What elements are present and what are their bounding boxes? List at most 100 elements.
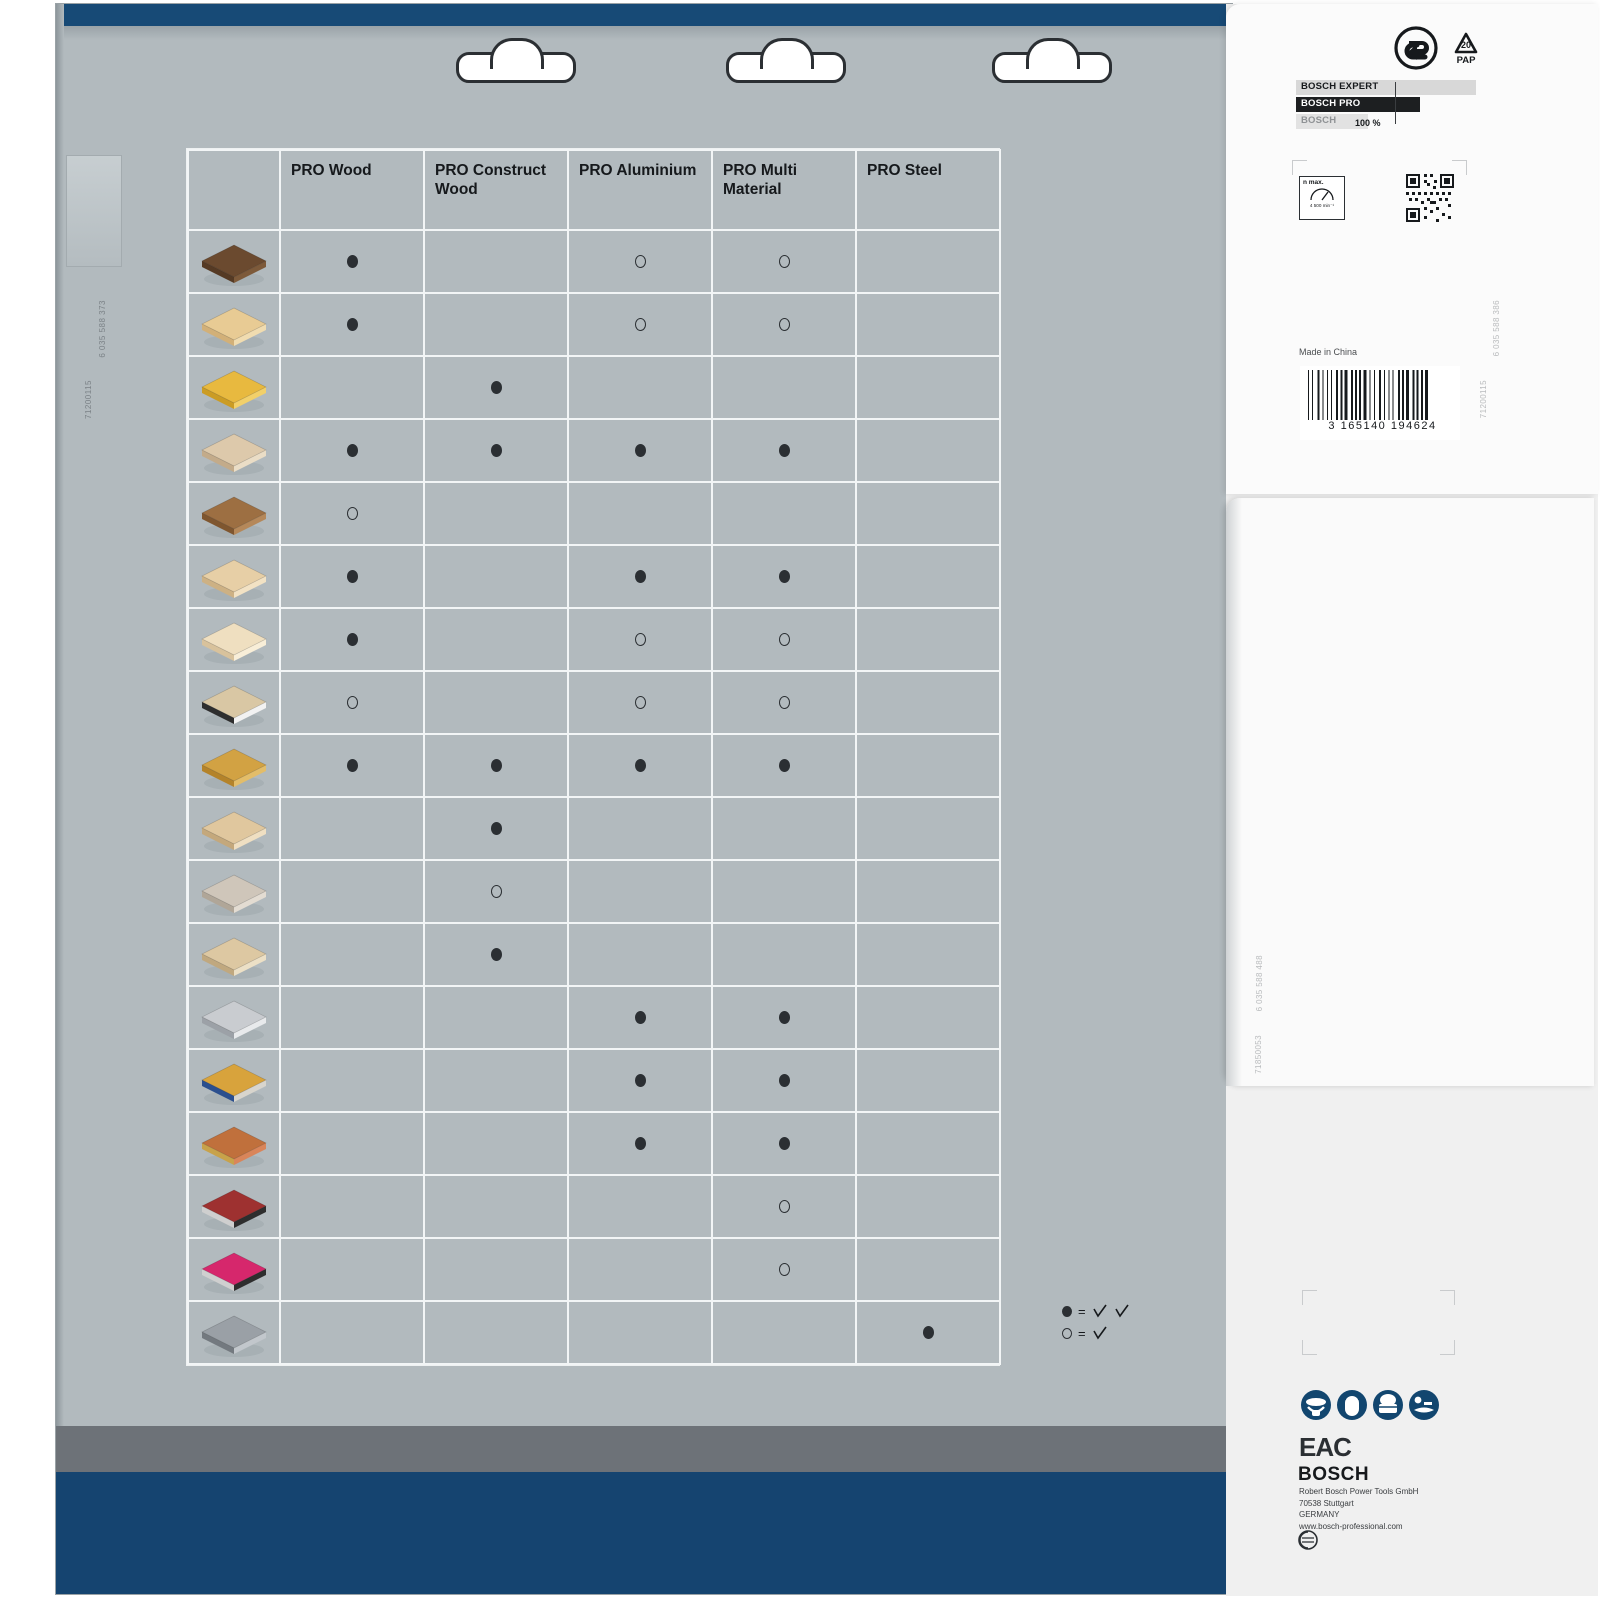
rating-cell-pro_steel (855, 985, 1001, 1050)
rating-cell-pro_construct_wood (423, 670, 569, 735)
material-thumb-laminate-panel (201, 685, 267, 727)
filled-dot-icon (778, 759, 790, 772)
tier-pointer-line (1395, 82, 1396, 124)
table-row (187, 418, 1001, 483)
filled-dot-icon (634, 1011, 646, 1024)
table-body (187, 229, 1001, 1365)
compatibility-table: PRO Wood PRO Construct Wood PRO Aluminiu… (186, 148, 1001, 1366)
open-circle-icon (778, 1263, 790, 1276)
table-row (187, 985, 1001, 1050)
open-circle-icon (778, 255, 790, 268)
filled-dot-icon (346, 570, 358, 583)
rating-cell-pro_wood (279, 418, 425, 483)
filled-dot-icon (346, 255, 358, 268)
rating-cell-pro_construct_wood (423, 607, 569, 672)
filled-dot-icon (490, 822, 502, 835)
table-row (187, 796, 1001, 861)
rating-cell-pro_steel (855, 1111, 1001, 1176)
ppe-icons-group (1300, 1388, 1440, 1422)
top-blue-band (56, 4, 1232, 26)
tier-bar-pro: BOSCH PRO (1296, 97, 1476, 112)
table-row (187, 1237, 1001, 1302)
label-card-middle-edge (1226, 498, 1242, 1086)
filled-dot-icon (634, 570, 646, 583)
filled-dot-icon (778, 1137, 790, 1150)
col-head-pro-multi-material: PRO Multi Material (711, 149, 857, 231)
rating-cell-pro_steel (855, 733, 1001, 798)
filled-dot-icon (490, 948, 502, 961)
material-thumb-timber-with-nails (201, 811, 267, 853)
barcode-number: 3 165140 194624 (1328, 420, 1437, 432)
rating-cell-pro_steel (855, 229, 1001, 294)
eac-mark: EAC (1299, 1432, 1352, 1462)
crop-mark-br2 (1440, 1340, 1455, 1355)
rating-cell-pro_aluminium (567, 670, 713, 735)
rating-cell-pro_aluminium (567, 1048, 713, 1113)
rating-cell-pro_multi_material (711, 418, 857, 483)
col-head-pro-construct-wood: PRO Construct Wood (423, 149, 569, 231)
table-row (187, 1048, 1001, 1113)
left-code-secondary: 71200115 (84, 380, 93, 419)
rating-cell-pro_steel (855, 670, 1001, 735)
tier-bar-bosch: BOSCH (1296, 114, 1476, 129)
rating-cell-pro_wood (279, 355, 425, 420)
tier-label-pro: BOSCH PRO (1301, 98, 1361, 109)
rating-cell-pro_construct_wood (423, 859, 569, 924)
rating-cell-pro_wood (279, 670, 425, 735)
material-cell (187, 1111, 281, 1176)
mid-code-primary: 6 035 588 488 (1255, 955, 1264, 1012)
rating-cell-pro_multi_material (711, 481, 857, 546)
material-cell (187, 607, 281, 672)
rating-cell-pro_steel (855, 418, 1001, 483)
open-circle-icon (490, 885, 502, 898)
material-cell (187, 1048, 281, 1113)
rating-cell-pro_multi_material (711, 1300, 857, 1365)
rating-cell-pro_multi_material (711, 922, 857, 987)
rating-cell-pro_aluminium (567, 418, 713, 483)
rating-cell-pro_steel (855, 1048, 1001, 1113)
rating-cell-pro_wood (279, 859, 425, 924)
table-row (187, 607, 1001, 672)
table-row (187, 859, 1001, 924)
max-speed-spec-box: n max. 4 500 min⁻¹ (1299, 176, 1345, 220)
rating-cell-pro_construct_wood (423, 1237, 569, 1302)
rating-cell-pro_multi_material (711, 733, 857, 798)
spec-title: n max. (1303, 179, 1324, 186)
dust-mask-icon (1373, 1390, 1403, 1420)
legend-equals-2: = (1078, 1325, 1086, 1341)
rating-cell-pro_aluminium (567, 481, 713, 546)
filled-dot-icon (346, 318, 358, 331)
tier-bar-expert: BOSCH EXPERT (1296, 80, 1476, 95)
rating-cell-pro_steel (855, 544, 1001, 609)
rating-cell-pro_multi_material (711, 1174, 857, 1239)
brand-tier-bars: BOSCH EXPERT BOSCH PRO BOSCH (1296, 80, 1476, 136)
material-thumb-formwork-panel (201, 874, 267, 916)
rating-cell-pro_wood (279, 1174, 425, 1239)
material-cell (187, 670, 281, 735)
bottom-blue-band (56, 1472, 1232, 1594)
card-left-edge (56, 4, 64, 1594)
rating-cell-pro_multi_material (711, 1237, 857, 1302)
material-cell (187, 355, 281, 420)
rating-cell-pro_steel (855, 355, 1001, 420)
filled-dot-icon (778, 1011, 790, 1024)
col-head-pro-aluminium: PRO Aluminium (567, 149, 713, 231)
mid-code-secondary: 71850053 (1254, 1035, 1263, 1074)
rating-cell-pro_wood (279, 1111, 425, 1176)
open-circle-icon (778, 696, 790, 709)
rating-cell-pro_construct_wood (423, 229, 569, 294)
table-row (187, 922, 1001, 987)
svg-text:20: 20 (1461, 40, 1471, 50)
rating-cell-pro_wood (279, 607, 425, 672)
material-cell (187, 544, 281, 609)
right-code-primary: 6 035 588 386 (1492, 300, 1501, 357)
tier-label-bosch: BOSCH (1301, 115, 1337, 126)
rating-cell-pro_multi_material (711, 1048, 857, 1113)
rating-cell-pro_aluminium (567, 607, 713, 672)
material-cell (187, 418, 281, 483)
table-row (187, 670, 1001, 735)
rating-cell-pro_wood (279, 985, 425, 1050)
rating-cell-pro_aluminium (567, 796, 713, 861)
company-address: Robert Bosch Power Tools GmbH 70538 Stutt… (1299, 1486, 1418, 1532)
eye-protection-icon (1301, 1390, 1331, 1420)
